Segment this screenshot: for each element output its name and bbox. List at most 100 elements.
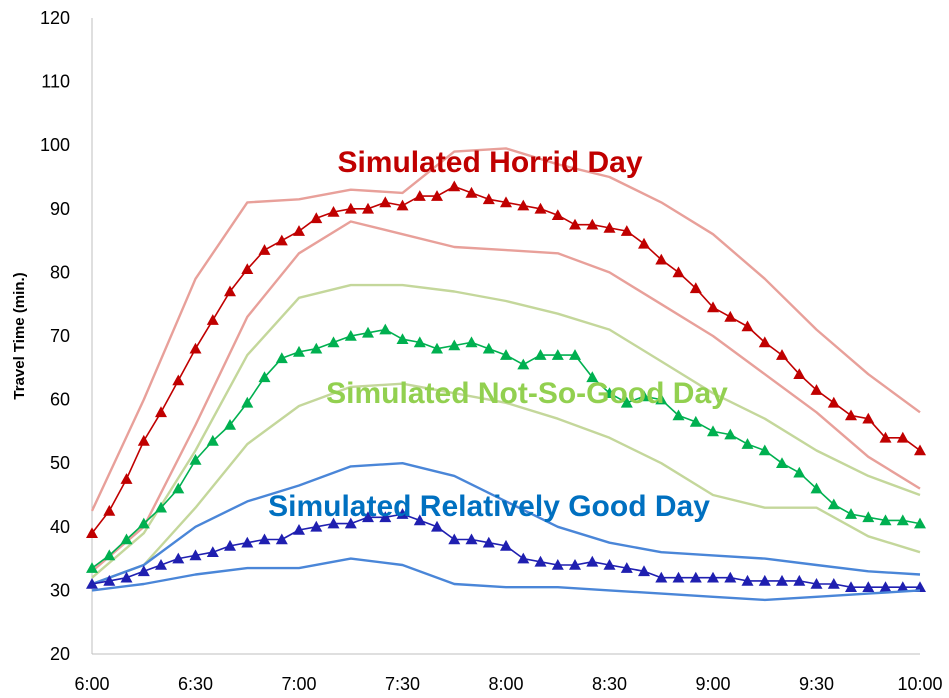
x-tick-label: 6:00 [74, 674, 109, 694]
data-point-marker [448, 533, 461, 545]
data-point-marker [810, 482, 823, 494]
series-6 [91, 462, 921, 586]
data-point-marker [379, 511, 392, 523]
data-point-marker [137, 565, 150, 577]
data-point-marker [896, 431, 909, 443]
data-point-marker [465, 336, 478, 348]
data-point-marker [189, 342, 202, 354]
data-point-marker [275, 352, 288, 364]
data-point-marker [206, 434, 219, 446]
data-point-marker [724, 310, 737, 322]
data-point-marker [586, 555, 599, 567]
data-point-marker [776, 349, 788, 360]
data-point-marker [672, 266, 685, 278]
data-point-marker [827, 498, 840, 510]
data-point-marker [551, 349, 564, 360]
data-point-marker [500, 539, 512, 551]
data-point-marker [879, 431, 892, 443]
data-point-marker [655, 253, 668, 265]
data-point-marker [655, 571, 668, 583]
data-point-marker [275, 533, 288, 545]
data-point-marker [569, 218, 581, 230]
data-point-marker [431, 190, 443, 201]
data-point-marker [275, 234, 288, 246]
data-point-marker [224, 539, 236, 551]
data-point-marker [879, 514, 892, 526]
data-point-marker [862, 581, 875, 592]
data-point-marker [758, 574, 771, 586]
data-point-marker [241, 536, 254, 548]
data-point-marker [500, 196, 512, 208]
data-point-marker [189, 549, 202, 561]
data-point-marker [344, 202, 357, 214]
data-point-marker [638, 390, 650, 402]
data-point-marker [293, 345, 305, 357]
data-point-marker [672, 571, 685, 583]
data-point-marker [914, 581, 926, 592]
series-1 [86, 180, 926, 538]
y-axis-label: Travel Time (min.) [11, 272, 28, 399]
data-point-marker [379, 323, 392, 335]
y-tick-label: 70 [50, 326, 70, 346]
data-point-marker [120, 533, 133, 545]
data-point-marker [655, 393, 668, 405]
data-point-marker [551, 209, 564, 220]
data-point-marker [845, 508, 857, 519]
y-tick-label: 110 [41, 72, 70, 92]
data-point-marker [310, 342, 323, 354]
data-point-marker [569, 349, 581, 360]
data-point-marker [810, 578, 823, 589]
data-point-marker [86, 562, 98, 573]
data-point-marker [896, 581, 909, 592]
y-tick-label: 120 [40, 8, 70, 28]
data-point-marker [137, 434, 150, 446]
data-point-marker [258, 244, 271, 255]
data-point-marker [258, 533, 271, 545]
data-point-marker [482, 193, 495, 205]
data-point-marker [189, 454, 202, 465]
data-point-marker [465, 186, 478, 198]
data-point-marker [707, 425, 719, 437]
data-point-marker [327, 336, 340, 348]
data-point-marker [793, 368, 806, 379]
y-tick-label: 90 [50, 199, 70, 219]
data-point-marker [431, 342, 443, 354]
data-point-marker [500, 349, 512, 360]
series-line [91, 557, 921, 602]
x-tick-label: 10:00 [897, 674, 942, 694]
data-point-marker [707, 301, 719, 313]
data-point-marker [206, 546, 219, 557]
data-point-marker [586, 371, 599, 383]
x-tick-label: 9:00 [695, 674, 730, 694]
series-7 [86, 508, 926, 592]
data-point-marker [448, 339, 461, 351]
data-point-marker [810, 384, 823, 395]
data-point-marker [758, 336, 771, 348]
series-4 [86, 323, 926, 573]
data-point-marker [293, 524, 305, 535]
data-point-marker [86, 578, 98, 589]
data-point-marker [172, 482, 185, 494]
y-tick-label: 50 [50, 453, 70, 473]
data-point-marker [914, 444, 926, 456]
data-point-marker [155, 559, 167, 570]
tick-layer: 20 30 40 50 60 70 80 90 100 110 120 6:00 6:30 7:00 7:3… [40, 8, 943, 694]
series-0 [90, 147, 921, 512]
data-point-marker [155, 406, 167, 418]
series-2 [91, 220, 921, 573]
data-point-marker [482, 536, 495, 548]
data-point-marker [327, 517, 340, 529]
data-point-marker [103, 549, 116, 561]
data-point-marker [327, 206, 340, 217]
data-point-marker [344, 517, 357, 529]
data-point-marker [827, 578, 840, 589]
data-point-marker [413, 190, 426, 201]
series-line [90, 147, 921, 512]
series-8 [91, 557, 921, 602]
data-point-marker [896, 514, 909, 526]
data-point-marker [120, 571, 133, 583]
data-point-marker [344, 330, 357, 341]
data-point-marker [206, 314, 219, 325]
data-point-marker [482, 342, 495, 354]
